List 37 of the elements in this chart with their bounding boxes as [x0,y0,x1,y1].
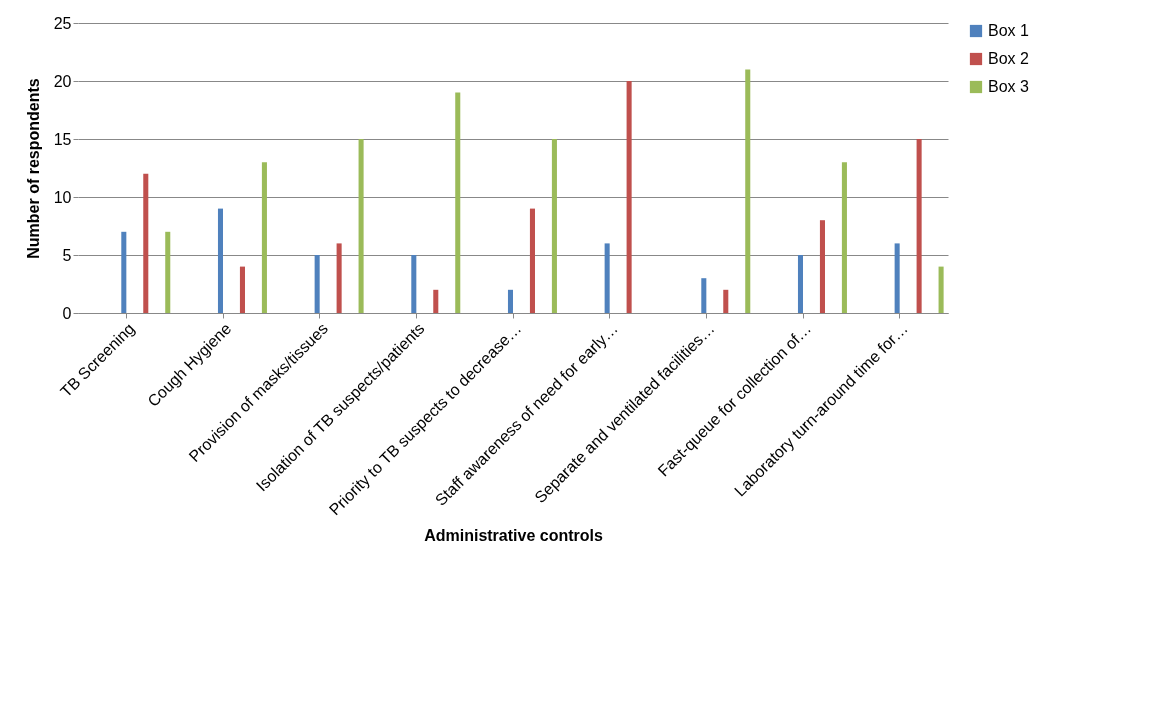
y-tick-label: 25 [53,14,72,32]
bar [143,173,149,313]
bar [261,162,267,313]
y-tick-label: 5 [62,246,72,264]
y-tick-label: 10 [53,188,72,206]
bar [723,289,729,313]
bar [745,69,751,313]
bar [411,255,417,313]
bar [626,81,632,313]
legend-label: Box 2 [988,50,1030,67]
bar [336,243,342,313]
bar [604,243,610,313]
bar [819,220,825,313]
bar [551,139,557,313]
bar [797,255,804,313]
bar [701,278,707,313]
bar [165,231,171,313]
bar [121,231,127,313]
bar [455,92,461,313]
bar [358,139,364,313]
bar [938,266,944,313]
y-tick-label: 0 [62,304,72,322]
bar [314,255,320,313]
bar [217,208,224,313]
bar [841,162,847,313]
legend-label: Box 3 [988,78,1030,95]
bar [916,139,922,313]
bar [529,208,535,313]
y-axis-title: Number of respondents [24,78,42,259]
bar [507,289,514,313]
legend-label: Box 1 [988,22,1030,39]
bar [239,266,245,313]
bar [433,289,439,313]
x-axis-title: Administrative controls [424,526,603,544]
bar [894,243,900,313]
y-tick-label: 15 [53,130,72,148]
y-tick-label: 20 [53,72,72,90]
